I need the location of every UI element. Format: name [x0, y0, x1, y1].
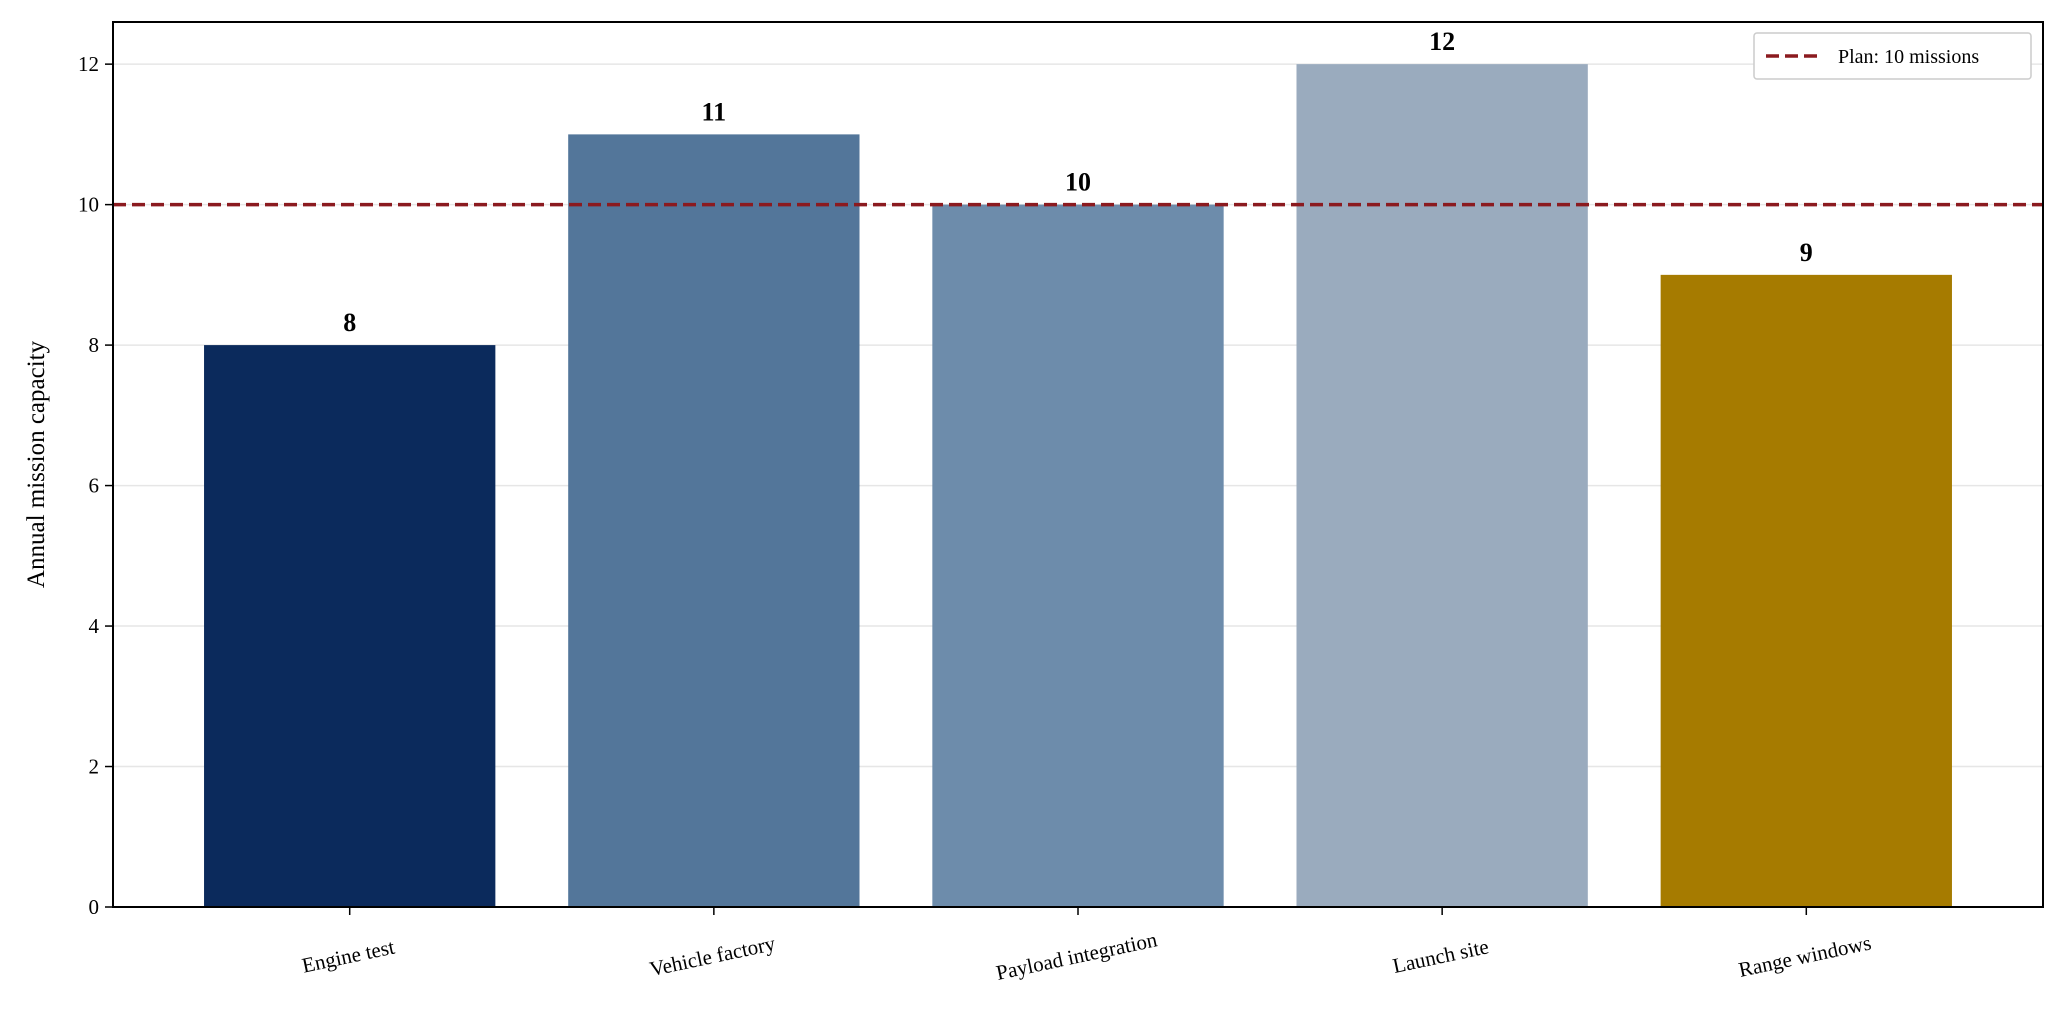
legend-entry-plan: Plan: 10 missions	[1838, 46, 1979, 68]
bar-value-label: 8	[343, 308, 356, 337]
y-tick-label: 10	[78, 193, 99, 217]
bar-value-label: 12	[1429, 27, 1455, 56]
y-tick-label: 4	[89, 614, 100, 638]
bar-value-label: 10	[1065, 168, 1091, 197]
bar-value-label: 11	[702, 97, 727, 126]
y-tick-label: 8	[89, 333, 100, 357]
bar	[1660, 274, 1952, 907]
bar	[1296, 64, 1588, 907]
bar	[204, 345, 496, 908]
bar	[568, 134, 860, 907]
legend: Plan: 10 missions	[1753, 32, 2032, 80]
y-tick-label: 6	[89, 474, 100, 498]
y-axis-label: Annual mission capacity	[23, 340, 50, 588]
y-tick-label: 0	[89, 895, 100, 919]
bar	[932, 204, 1224, 908]
bar-value-labels: 8 11 10 12 9	[343, 27, 1813, 337]
bar-value-label: 9	[1800, 238, 1813, 267]
bars	[204, 64, 1952, 908]
y-tick-label: 2	[89, 755, 100, 779]
legend-box	[1753, 32, 2032, 80]
y-tick-label: 12	[78, 52, 99, 76]
y-axis-ticks: 0 2 4 6 8 10 12	[78, 52, 113, 919]
